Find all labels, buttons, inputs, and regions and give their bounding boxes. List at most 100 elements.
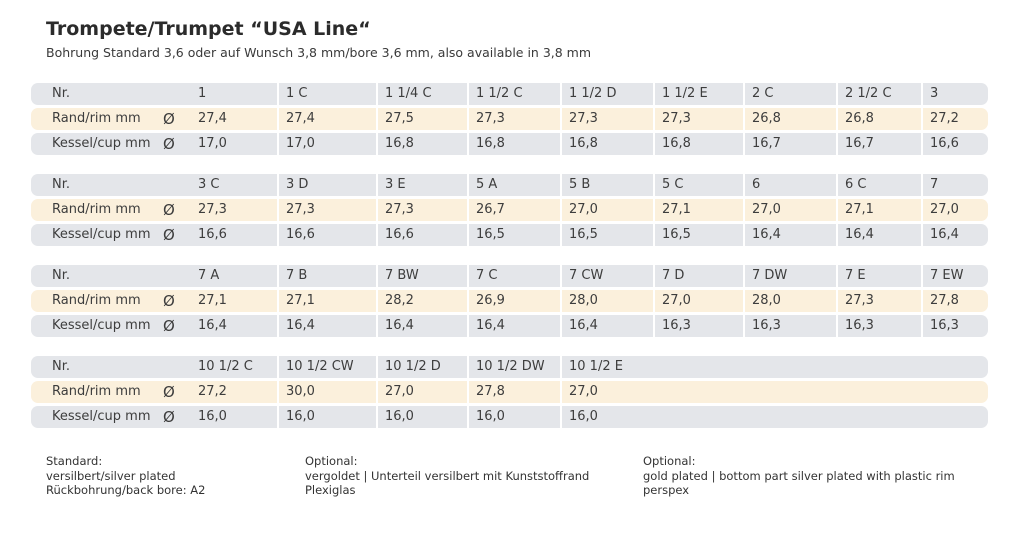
specs-table: Nr. 10 1/2 C 10 1/2 CW 10 1/2 D 10 1/2 DW 10 … xyxy=(31,356,988,431)
nr-row-label: Nr. xyxy=(52,177,71,192)
table-cell: 10 1/2 CW xyxy=(277,356,376,378)
nr-row: Nr. 10 1/2 C 10 1/2 CW 10 1/2 D 10 1/2 DW 10 … xyxy=(31,356,988,378)
footer-standard-line: versilbert/silver plated xyxy=(46,468,176,483)
table-cell: 5 C xyxy=(653,174,743,196)
diameter-icon: Ø xyxy=(163,383,175,401)
rim-row: Rand/rim mm Ø 27,1 27,1 28,2 26,9 28,0 27,0 28,0… xyxy=(31,290,988,312)
footer-optional-heading: Optional: xyxy=(305,454,358,468)
table-cell: 7 A xyxy=(198,268,220,283)
table-cell: 27,1 xyxy=(277,290,376,312)
table-cell: 16,4 xyxy=(277,315,376,337)
table-cell: 27,0 xyxy=(921,199,988,221)
table-cell: 10 1/2 C xyxy=(198,359,253,374)
cup-row-label: Kessel/cup mm xyxy=(52,409,151,424)
table-cell: 7 BW xyxy=(376,265,467,287)
nr-row-label: Nr. xyxy=(52,359,71,374)
table-cell: 26,7 xyxy=(467,199,560,221)
table-cell: 27,1 xyxy=(836,199,921,221)
footer-optional-line: Plexiglas xyxy=(305,483,356,497)
table-cell: 16,6 xyxy=(277,224,376,246)
diameter-icon: Ø xyxy=(163,110,175,128)
table-cell: 28,0 xyxy=(560,290,653,312)
table-cell: 27,0 xyxy=(560,381,653,403)
table-cell: 16,5 xyxy=(560,224,653,246)
table-cell: 27,3 xyxy=(560,108,653,130)
table-cell: 2 1/2 C xyxy=(836,83,921,105)
table-cell: 27,0 xyxy=(653,290,743,312)
table-cell: 27,3 xyxy=(277,199,376,221)
table-cell: 7 EW xyxy=(921,265,988,287)
table-cell: 16,4 xyxy=(560,315,653,337)
footer-optional-en: Optional: gold plated | bottom part silv… xyxy=(643,454,955,498)
footer-optional-de: Optional: vergoldet | Unterteil versilbe… xyxy=(305,454,589,498)
cup-row-label: Kessel/cup mm xyxy=(52,318,151,333)
table-cell: 27,3 xyxy=(376,199,467,221)
table-cell: 1 1/2 D xyxy=(560,83,653,105)
table-cell: 27,8 xyxy=(921,290,988,312)
table-cell: 16,4 xyxy=(467,315,560,337)
diameter-icon: Ø xyxy=(163,292,175,310)
table-cell: 1 xyxy=(198,86,207,101)
table-cell: 27,1 xyxy=(653,199,743,221)
table-cell: 16,7 xyxy=(836,133,921,155)
table-cell: 16,0 xyxy=(277,406,376,428)
cup-row-label: Kessel/cup mm xyxy=(52,227,151,242)
table-cell: 27,1 xyxy=(198,293,227,308)
table-cell: 28,0 xyxy=(743,290,836,312)
table-cell: 16,6 xyxy=(921,133,988,155)
table-cell: 16,4 xyxy=(836,224,921,246)
page-title: Trompete/Trumpet “USA Line“ xyxy=(46,18,371,40)
table-cell: 10 1/2 E xyxy=(560,356,653,378)
table-cell: 28,2 xyxy=(376,290,467,312)
table-cell: 1 1/4 C xyxy=(376,83,467,105)
table-cell: 16,5 xyxy=(653,224,743,246)
table-cell: 16,4 xyxy=(743,224,836,246)
table-cell: 3 xyxy=(921,83,988,105)
table-cell: 16,8 xyxy=(376,133,467,155)
table-cell: 2 C xyxy=(743,83,836,105)
rim-row-label: Rand/rim mm xyxy=(52,111,141,126)
rim-row: Rand/rim mm Ø 27,4 27,4 27,5 27,3 27,3 27,3 26,8… xyxy=(31,108,988,130)
table-cell: 3 E xyxy=(376,174,467,196)
rim-row: Rand/rim mm Ø 27,3 27,3 27,3 26,7 27,0 27,1 27,0… xyxy=(31,199,988,221)
table-cell: 1 1/2 C xyxy=(467,83,560,105)
footer-standard: Standard: versilbert/silver plated Rückb… xyxy=(46,454,205,498)
cup-row: Kessel/cup mm Ø 16,6 16,6 16,6 16,5 16,5 16,5 16… xyxy=(31,224,988,246)
table-cell: 1 C xyxy=(277,83,376,105)
table-cell: 7 C xyxy=(467,265,560,287)
rim-row: Rand/rim mm Ø 27,2 30,0 27,0 27,8 27,0 xyxy=(31,381,988,403)
table-cell: 27,2 xyxy=(198,384,227,399)
table-cell: 17,0 xyxy=(277,133,376,155)
nr-row-label: Nr. xyxy=(52,86,71,101)
diameter-icon: Ø xyxy=(163,135,175,153)
table-cell: 7 D xyxy=(653,265,743,287)
page-subtitle: Bohrung Standard 3,6 oder auf Wunsch 3,8… xyxy=(46,45,592,60)
diameter-icon: Ø xyxy=(163,317,175,335)
table-cell: 3 C xyxy=(198,177,220,192)
footer-standard-line: Rückbohrung/back bore: A2 xyxy=(46,483,206,497)
table-cell: 27,3 xyxy=(836,290,921,312)
table-cell: 27,3 xyxy=(467,108,560,130)
table-cell: 1 1/2 E xyxy=(653,83,743,105)
table-cell: 7 xyxy=(921,174,988,196)
diameter-icon: Ø xyxy=(163,201,175,219)
table-cell: 16,3 xyxy=(653,315,743,337)
table-cell: 16,4 xyxy=(921,224,988,246)
footer-optional-line: gold plated | bottom part silver plated … xyxy=(643,468,955,483)
rim-row-label: Rand/rim mm xyxy=(52,384,141,399)
cup-row-label: Kessel/cup mm xyxy=(52,136,151,151)
table-cell: 7 DW xyxy=(743,265,836,287)
table-cell: 16,0 xyxy=(198,409,227,424)
table-cell: 16,6 xyxy=(198,227,227,242)
table-cell: 16,4 xyxy=(376,315,467,337)
table-cell: 16,3 xyxy=(921,315,988,337)
table-cell: 16,0 xyxy=(376,406,467,428)
table-cell: 10 1/2 DW xyxy=(467,356,560,378)
table-cell: 27,0 xyxy=(376,381,467,403)
table-cell: 6 xyxy=(743,174,836,196)
table-cell: 27,0 xyxy=(743,199,836,221)
